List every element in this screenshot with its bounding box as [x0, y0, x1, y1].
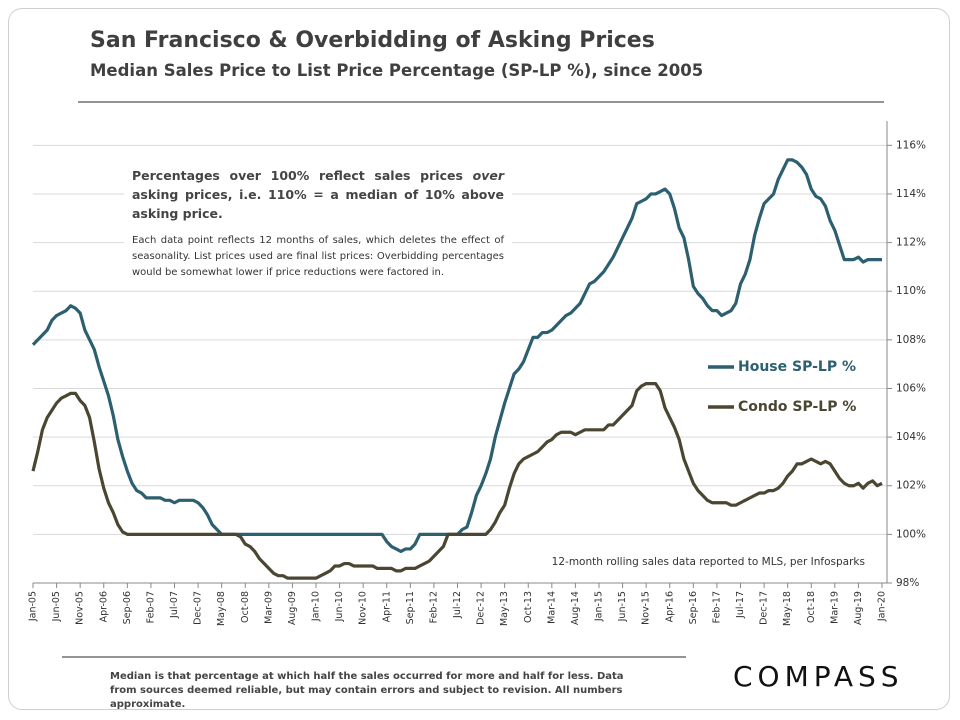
x-tick-label: May-08 [216, 591, 227, 626]
x-tick-label: May-13 [499, 591, 510, 626]
x-tick-label: Feb-12 [428, 591, 439, 623]
footer-note: Median is that percentage at which half … [110, 671, 624, 710]
x-tick-label: Nov-10 [358, 591, 369, 625]
x-tick-label: Jun-10 [334, 591, 345, 622]
x-tick-label: Jan-15 [594, 591, 605, 622]
x-tick-label: Aug-14 [570, 591, 581, 625]
annotation-emphasis: over [472, 168, 504, 183]
annotation-detail: Each data point reflects 12 months of sa… [132, 235, 504, 278]
legend-label: Condo SP-LP % [738, 399, 856, 415]
x-tick-label: Jul-12 [452, 591, 463, 619]
x-tick-label: Jul-07 [169, 591, 180, 619]
x-tick-label: Oct-18 [806, 591, 817, 623]
logo: COMPASS [733, 660, 904, 693]
x-tick-label: Oct-08 [240, 591, 251, 623]
x-tick-label: Feb-07 [145, 591, 156, 623]
x-tick-label: Jun-05 [51, 591, 62, 622]
x-tick-label: Sep-11 [405, 591, 416, 624]
y-tick-label: 114% [896, 188, 926, 200]
y-tick-label: 108% [896, 334, 926, 346]
y-tick-label: 100% [896, 528, 926, 540]
x-tick-label: Dec-12 [476, 591, 487, 625]
x-tick-label: Mar-14 [546, 591, 557, 624]
y-tick-label: 104% [896, 431, 926, 443]
annotation-box: Percentages over 100% reflect sales pric… [124, 162, 512, 287]
annotation-headline: Percentages over 100% reflect sales pric… [132, 166, 504, 223]
annotation-text: asking prices, i.e. 110% = a median of 1… [132, 187, 504, 221]
annotation-text: Percentages over 100% reflect sales pric… [132, 168, 473, 183]
y-tick-label: 106% [896, 382, 926, 394]
x-tick-label: Mar-19 [829, 591, 840, 624]
x-tick-label: Jan-05 [28, 591, 39, 622]
x-tick-label: Jan-20 [877, 591, 888, 622]
x-tick-label: Aug-09 [287, 591, 298, 625]
x-tick-label: Dec-07 [193, 591, 204, 625]
x-tick-label: Sep-06 [122, 591, 133, 624]
x-tick-label: Nov-15 [641, 591, 652, 625]
y-tick-label: 98% [896, 577, 919, 589]
x-tick-label: May-18 [782, 591, 793, 626]
chart-title: San Francisco & Overbidding of Asking Pr… [90, 28, 655, 53]
x-tick-label: Jan-10 [311, 591, 322, 622]
x-tick-label: Aug-19 [853, 591, 864, 625]
x-tick-label: Jul-17 [735, 591, 746, 619]
chart-subtitle: Median Sales Price to List Price Percent… [90, 61, 704, 80]
x-tick-label: Oct-13 [523, 591, 534, 623]
series-line [31, 382, 883, 580]
y-tick-label: 112% [896, 237, 926, 249]
y-tick-label: 116% [896, 139, 926, 151]
x-tick-label: Dec-17 [759, 591, 770, 625]
x-tick-label: Feb-17 [711, 591, 722, 623]
x-tick-label: Apr-11 [381, 591, 392, 622]
source-note: 12-month rolling sales data reported to … [520, 556, 865, 568]
legend-label: House SP-LP % [738, 359, 856, 375]
x-tick-label: Nov-05 [75, 591, 86, 625]
y-tick-label: 110% [896, 285, 926, 297]
y-tick-label: 102% [896, 480, 926, 492]
x-tick-label: Apr-16 [664, 591, 675, 622]
page-frame [8, 8, 950, 710]
x-tick-label: Jun-15 [617, 591, 628, 622]
x-tick-label: Mar-09 [263, 591, 274, 624]
x-tick-label: Sep-16 [688, 591, 699, 624]
x-tick-label: Apr-06 [98, 591, 109, 622]
